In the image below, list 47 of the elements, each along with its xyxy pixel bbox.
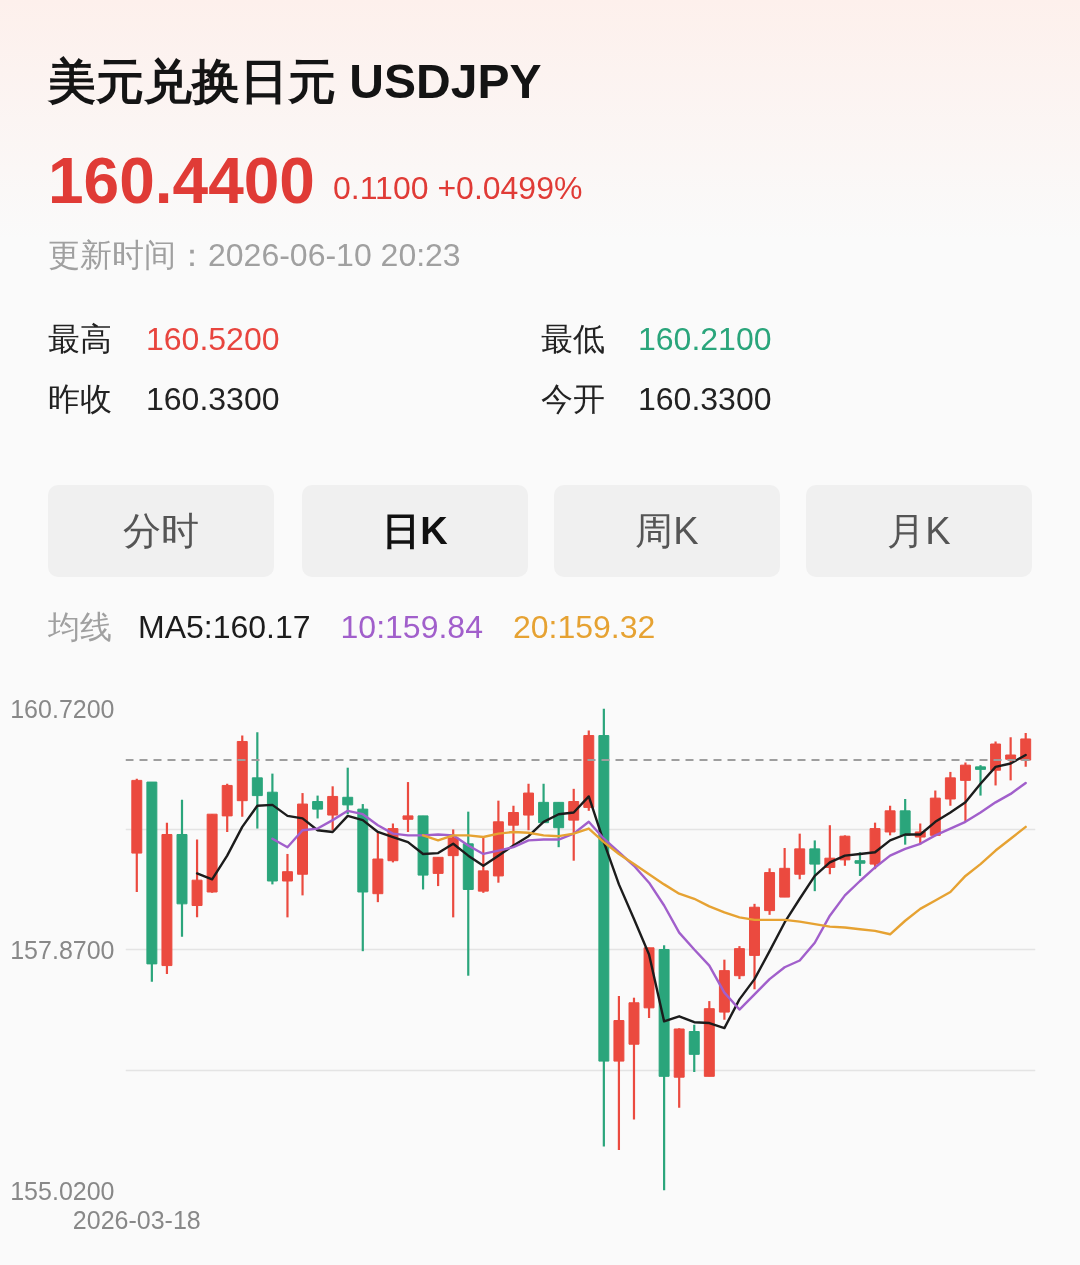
text: MA5:160.17 — [138, 609, 311, 645]
candlestick — [975, 764, 986, 797]
x-tick-label: 2026-03-18 — [72, 1205, 201, 1234]
candlestick — [1005, 736, 1017, 782]
candlestick — [944, 770, 956, 807]
text: 160.3300 — [146, 380, 281, 419]
candlestick — [809, 839, 821, 893]
candlestick — [477, 836, 489, 894]
candlestick — [432, 856, 444, 888]
candlestick — [342, 766, 354, 816]
candlestick — [688, 1023, 700, 1074]
legend-title: 均线 — [48, 609, 112, 645]
text: 160.4400 — [48, 145, 315, 217]
text: 昨收 — [48, 381, 112, 417]
text: 最高 — [48, 321, 112, 357]
text: 今开 — [541, 381, 605, 417]
text: 0.1100 +0.0499% — [333, 169, 584, 208]
candlestick — [959, 761, 971, 823]
candlestick — [327, 785, 339, 832]
text: 更新时间：2026-06-10 20:23 — [48, 236, 462, 275]
text: 160.2100 — [638, 320, 773, 359]
text: 日K — [302, 485, 528, 577]
candlestick — [312, 794, 324, 820]
candlestick — [1020, 731, 1032, 768]
candlestick — [538, 782, 550, 824]
candlestick — [402, 780, 414, 834]
line-series — [271, 781, 1027, 1011]
candlestick — [281, 852, 293, 919]
y-tick-label: 155.0200 — [10, 1176, 115, 1205]
candlestick — [854, 851, 866, 878]
chart-title: 美元兑换日元 USDJPY — [48, 54, 543, 110]
text: 10:159.84 — [340, 609, 483, 645]
candlestick — [523, 782, 534, 832]
text: 160.5200 — [146, 320, 281, 359]
candlestick — [251, 731, 263, 830]
text: 月K — [806, 485, 1032, 577]
line-series — [421, 825, 1027, 936]
candlestick — [507, 804, 519, 847]
y-tick-label: 160.7200 — [10, 694, 115, 723]
text: 最低 — [541, 321, 605, 357]
candlestick — [839, 834, 851, 867]
text: 20:159.32 — [512, 609, 656, 645]
text: 周K — [554, 485, 780, 577]
candlestick — [884, 804, 896, 837]
text: 分时 — [48, 485, 274, 577]
y-tick-label: 157.8700 — [10, 935, 115, 964]
text: 160.3300 — [638, 380, 773, 419]
